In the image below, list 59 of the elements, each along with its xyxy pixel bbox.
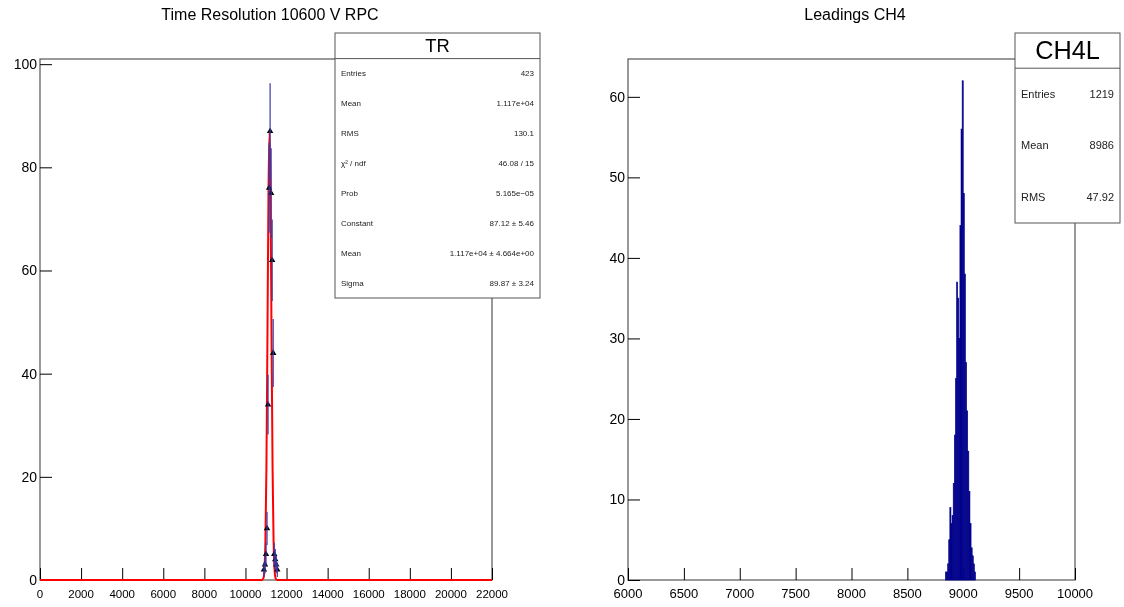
annotation: Mean: [341, 99, 362, 109]
x-tick-label: 9500: [1004, 586, 1034, 601]
y-tick-label: 30: [609, 330, 626, 347]
y-tick-label: 40: [21, 365, 38, 382]
text: TR: [425, 35, 450, 57]
y-tick-label: 100: [13, 56, 38, 73]
y-tick-label: 10: [609, 491, 626, 508]
y-tick-label: 50: [609, 169, 626, 186]
text: 1219: [1089, 87, 1114, 100]
x-tick-label: 2000: [68, 588, 94, 600]
annotation: 1.117e+04 ± 4.664e+00: [449, 248, 535, 258]
x-tick-label: 6000: [150, 588, 177, 600]
annotation: CH4L: [1035, 36, 1100, 65]
annotation: RMS: [341, 129, 359, 139]
y-tick-label: 60: [21, 262, 38, 279]
annotation: RMS: [1021, 191, 1046, 204]
annotation: Mean: [1021, 139, 1049, 152]
x-tick-label: 18000: [393, 588, 426, 600]
y-tick-label: 0: [617, 572, 626, 588]
x-tick-label: 8500: [892, 586, 922, 601]
x-tick-label: 4000: [109, 588, 135, 600]
annotation: Constant: [341, 218, 374, 228]
annotation: Mean: [341, 248, 362, 258]
x-tick-label: 22000: [476, 588, 508, 600]
chart-title: Time Resolution 10600 V RPC: [161, 6, 379, 23]
y-tick-label: 20: [21, 468, 38, 485]
annotation: Sigma: [341, 278, 365, 288]
text: 8986: [1089, 139, 1114, 152]
text: 130.1: [513, 129, 535, 139]
x-tick-label: 8000: [837, 586, 866, 601]
annotation: Prob: [341, 189, 359, 199]
y-tick-label: 60: [609, 88, 626, 105]
x-tick-label: 16000: [352, 588, 385, 600]
x-tick-label: 10000: [229, 588, 262, 600]
x-tick-label: 20000: [434, 588, 467, 600]
x-tick-label: 9000: [948, 586, 978, 601]
text: 5.165e−05: [495, 189, 535, 199]
annotation: 87.12 ± 5.46: [489, 218, 535, 228]
annotation: Entries: [1021, 87, 1056, 100]
text: 423: [520, 69, 535, 79]
x-tick-label: 6000: [613, 586, 643, 601]
text: 46.08 / 15: [498, 159, 535, 169]
x-tick-label: 10000: [1056, 586, 1094, 601]
x-tick-label: 7500: [781, 586, 811, 601]
y-tick-label: 80: [21, 159, 38, 176]
y-tick-label: 0: [29, 572, 38, 588]
text: 47.92: [1086, 191, 1114, 204]
text: 1.117e+04: [496, 99, 535, 109]
x-tick-label: 6500: [669, 586, 699, 601]
x-tick-label: 7000: [725, 586, 755, 601]
annotation: χ² / ndf: [341, 159, 367, 169]
x-tick-label: 12000: [270, 588, 303, 600]
chart-title: Leadings CH4: [804, 6, 906, 23]
x-tick-label: 14000: [311, 588, 344, 600]
x-tick-label: 8000: [191, 588, 218, 600]
annotation: 89.87 ± 3.24: [489, 278, 535, 288]
y-tick-label: 20: [609, 410, 626, 427]
annotation: Entries: [341, 69, 366, 79]
y-tick-label: 40: [609, 249, 626, 266]
